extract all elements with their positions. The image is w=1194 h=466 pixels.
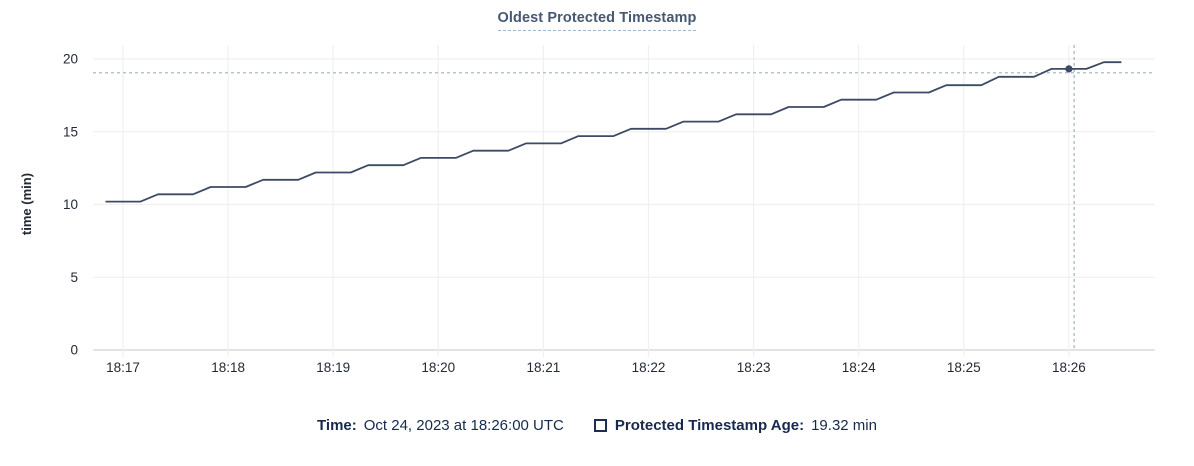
legend-time-label: Time: — [317, 417, 357, 434]
x-tick-label: 18:21 — [527, 360, 561, 375]
timeseries-chart[interactable]: 0 5 10 15 20 18:17 18:18 18:19 18:20 18:21 18:22 18… — [0, 0, 1194, 400]
legend-time-value: Oct 24, 2023 at 18:26:00 UTC — [363, 417, 564, 434]
chart-title[interactable]: Oldest Protected Timestamp — [497, 10, 697, 31]
x-tick-label: 18:17 — [106, 360, 140, 375]
series-swatch-square-icon[interactable] — [593, 419, 607, 432]
y-axis-label: time (min) — [19, 173, 34, 235]
y-tick-label: 0 — [70, 343, 78, 358]
chart-title-row: Oldest Protected Timestamp — [0, 9, 1194, 31]
x-tick-label: 18:26 — [1052, 360, 1086, 375]
y-tick-label: 10 — [63, 197, 78, 212]
y-tick-label: 15 — [63, 124, 78, 139]
chart-legend: Time: Oct 24, 2023 at 18:26:00 UTC Prote… — [0, 417, 1194, 434]
legend-series-item[interactable]: Protected Timestamp Age: 19.32 min — [593, 417, 877, 434]
series-line — [105, 61, 1122, 203]
x-tick-label: 18:18 — [211, 360, 245, 375]
legend-series-value: 19.32 min — [811, 417, 877, 434]
x-tick-label: 18:20 — [421, 360, 455, 375]
x-tick-label: 18:23 — [737, 360, 771, 375]
x-tick-label: 18:24 — [842, 360, 876, 375]
y-tick-label: 5 — [70, 270, 78, 285]
x-tick-label: 18:25 — [947, 360, 981, 375]
highlight-dot — [1065, 65, 1073, 73]
legend-series-label[interactable]: Protected Timestamp Age: — [614, 417, 805, 434]
x-tick-label: 18:19 — [316, 360, 350, 375]
legend-time: Time: Oct 24, 2023 at 18:26:00 UTC — [317, 417, 564, 434]
x-tick-label: 18:22 — [632, 360, 666, 375]
y-tick-label: 20 — [63, 52, 78, 67]
